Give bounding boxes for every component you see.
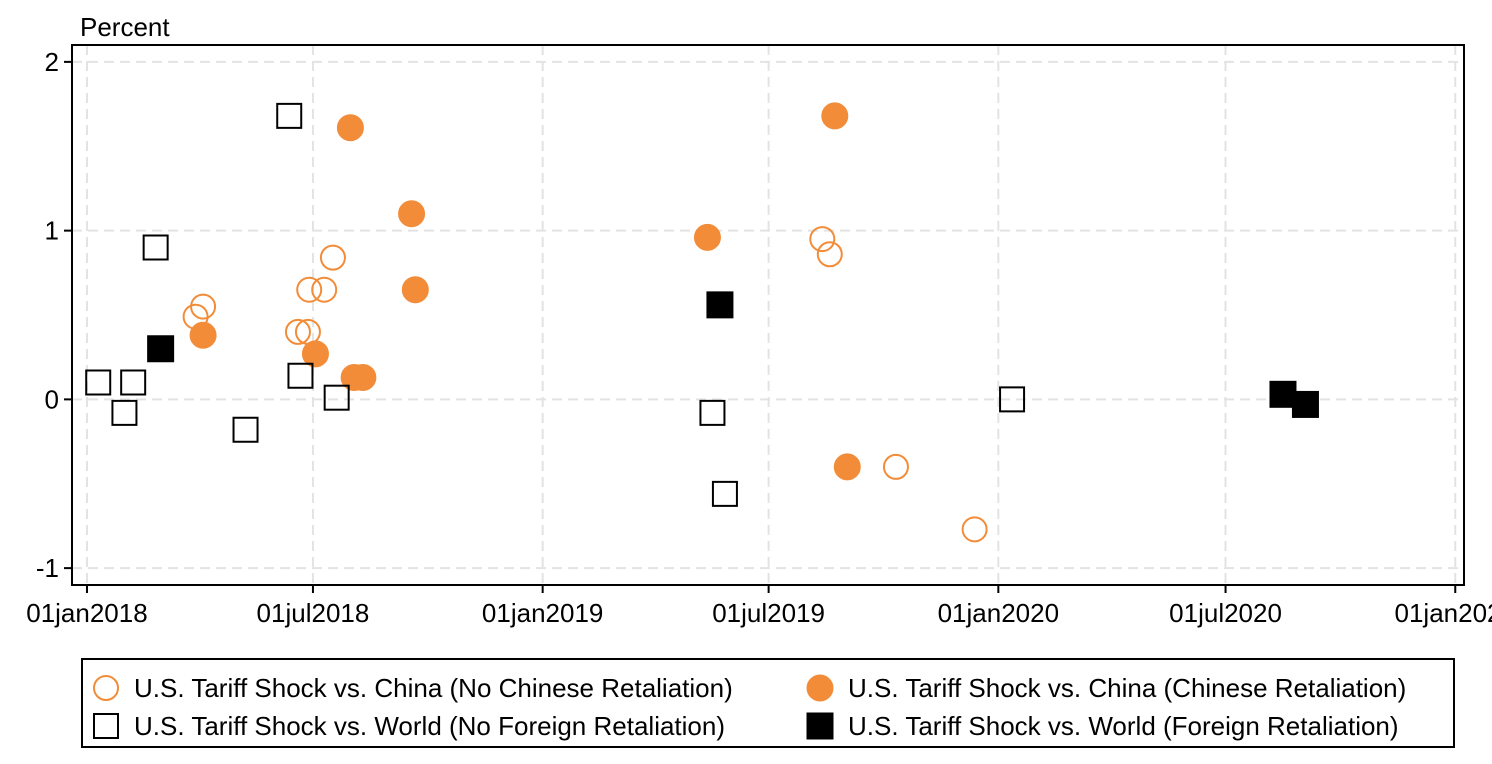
legend-marker	[806, 712, 834, 740]
data-point-circle-filled	[189, 321, 217, 349]
y-tick-label: 2	[45, 47, 59, 77]
y-tick-label: 1	[45, 216, 59, 246]
data-point-square-hollow	[232, 416, 259, 443]
data-point-circle-hollow	[296, 276, 323, 303]
data-point-square-hollow	[711, 480, 738, 507]
data-point-square-hollow	[323, 384, 350, 411]
y-tick-label: -1	[36, 553, 59, 583]
y-axis-title: Percent	[80, 12, 170, 42]
data-point-circle-filled	[336, 114, 364, 142]
legend-label: U.S. Tariff Shock vs. World (Foreign Ret…	[848, 711, 1399, 741]
legend-label: U.S. Tariff Shock vs. China (Chinese Ret…	[848, 673, 1406, 703]
data-point-circle-filled	[693, 223, 721, 251]
data-point-circle-filled	[821, 102, 849, 130]
data-point-square-filled	[1291, 390, 1319, 418]
x-tick-label: 01jul2020	[1169, 598, 1282, 628]
legend-marker	[93, 713, 119, 739]
legend-label: U.S. Tariff Shock vs. China (No Chinese …	[134, 673, 733, 703]
x-tick-label: 01jul2019	[712, 598, 825, 628]
data-point-square-filled	[147, 335, 175, 363]
data-point-square-hollow	[287, 362, 314, 389]
legend-marker	[93, 675, 119, 701]
data-point-circle-hollow	[882, 453, 909, 480]
data-point-circle-hollow	[809, 226, 836, 253]
data-point-circle-hollow	[294, 318, 321, 345]
data-point-circle-hollow	[319, 244, 346, 271]
data-point-circle-filled	[833, 453, 861, 481]
data-point-circle-hollow	[816, 241, 843, 268]
data-point-square-filled	[706, 291, 734, 319]
data-point-circle-filled	[398, 200, 426, 228]
data-point-circle-filled	[349, 363, 377, 391]
data-point-circle-hollow	[961, 516, 988, 543]
x-tick-label: 01jan2018	[26, 598, 147, 628]
data-point-circle-filled	[301, 340, 329, 368]
data-point-circle-hollow	[311, 276, 338, 303]
data-point-circle-hollow	[190, 293, 217, 320]
x-tick-label: 01jul2018	[257, 598, 370, 628]
legend-box	[81, 658, 1455, 748]
data-point-square-hollow	[85, 369, 112, 396]
data-markers	[85, 102, 1319, 543]
data-point-square-hollow	[699, 399, 726, 426]
x-tick-label: 01jan2020	[938, 598, 1059, 628]
data-point-square-hollow	[999, 386, 1026, 413]
legend: U.S. Tariff Shock vs. China (No Chinese …	[81, 658, 1455, 748]
legend-marker	[806, 674, 834, 702]
axes: 01jan2018 01jul2018 01jan2019 01jul2019 01ja…	[26, 47, 1492, 628]
y-tick-label: 0	[45, 384, 59, 414]
data-point-square-hollow	[120, 369, 147, 396]
grid-lines	[72, 45, 1464, 585]
data-point-square-hollow	[276, 102, 303, 129]
data-point-square-filled	[1269, 380, 1297, 408]
x-tick-label: 01jan2019	[482, 598, 603, 628]
legend-label: U.S. Tariff Shock vs. World (No Foreign …	[134, 711, 725, 741]
data-point-square-hollow	[111, 399, 138, 426]
data-point-circle-filled	[401, 276, 429, 304]
data-point-circle-hollow	[284, 318, 311, 345]
data-point-square-hollow	[142, 234, 169, 261]
